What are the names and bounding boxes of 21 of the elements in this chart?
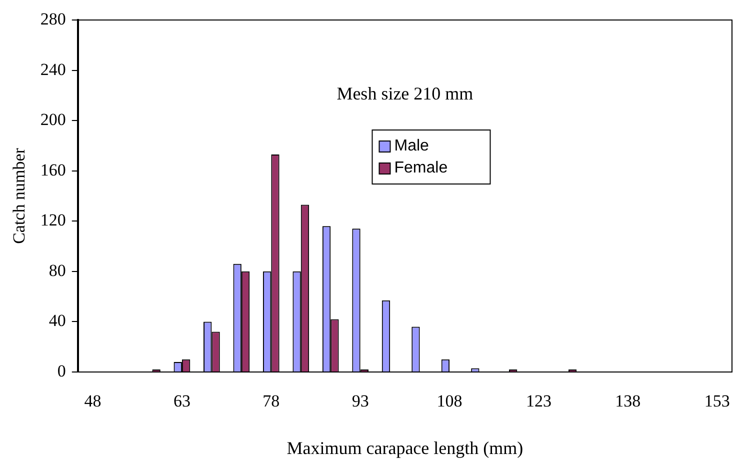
x-tick-label: 63 (173, 392, 190, 411)
legend-label: Male (394, 137, 430, 154)
x-tick-label: 93 (352, 392, 369, 411)
y-tick-label: 40 (48, 311, 66, 330)
y-tick-label: 120 (40, 210, 66, 230)
y-tick-label: 80 (48, 260, 66, 280)
x-axis-title: Maximum carapace length (mm) (286, 438, 524, 458)
y-tick-label: 160 (40, 160, 66, 180)
x-tick-label: 78 (262, 392, 280, 411)
y-tick-label: 280 (40, 9, 66, 28)
x-tick-label: 108 (436, 392, 462, 411)
y-tick-label: 200 (40, 110, 66, 130)
x-tick-label: 48 (84, 392, 102, 411)
legend-label: Female (394, 159, 448, 176)
x-tick-label: 138 (615, 392, 641, 411)
y-axis-title: Catch number (10, 148, 29, 244)
y-tick-label: 240 (40, 60, 66, 79)
x-tick-label: 123 (526, 392, 552, 411)
y-tick-label: 0 (57, 361, 66, 380)
x-tick-label: 153 (704, 392, 730, 411)
annotation: Mesh size 210 mm (336, 84, 474, 104)
